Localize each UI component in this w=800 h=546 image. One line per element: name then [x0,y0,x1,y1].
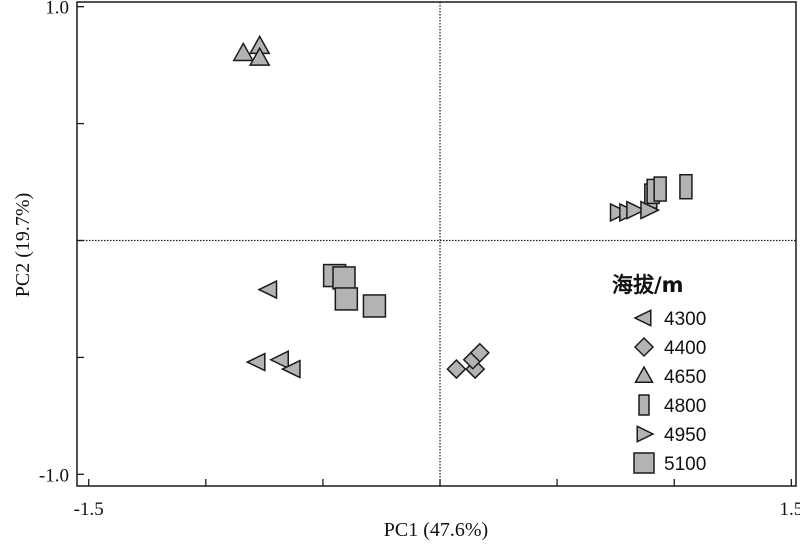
legend-marker-4800 [638,394,650,416]
x-axis-title: PC1 (47.6%) [384,519,488,541]
point-4800 [679,173,693,200]
point-4300 [280,359,301,379]
point-4650 [232,41,255,62]
y-axis-title: PC2 (19.7%) [12,193,34,297]
point-4950 [640,200,661,220]
point-5100 [334,287,359,311]
point-5100 [362,294,387,318]
legend-marker-5100 [633,452,655,474]
legend-label-5100: 5100 [664,454,706,475]
legend-label-4950: 4950 [664,425,706,446]
y-tick-label: 1.0 [45,0,69,19]
plot-frame [76,1,797,487]
legend-marker-4950 [636,425,655,443]
legend-items: 4300 4400 4650 4800 4950 5100 [633,309,706,475]
point-4400 [469,342,490,363]
legend-marker-4400 [633,336,655,358]
point-4800 [653,176,667,202]
legend-label-4800: 4800 [664,396,706,417]
legend-marker-4300 [633,309,652,327]
legend-label-4400: 4400 [664,338,706,359]
legend-title: 海拔/m [612,273,684,297]
point-5100 [332,266,356,290]
y-tick-label: -1.0 [39,465,69,486]
point-4650 [248,46,271,66]
point-4300 [245,352,266,372]
point-4300 [269,350,290,370]
data-points [232,34,693,380]
x-tick-label: 1.5 [779,499,800,520]
legend-marker-4650 [634,365,654,384]
point-4950 [626,200,647,220]
axis-ticks: -1.5 1.5 -1.0 1.0 [39,0,800,520]
point-4400 [446,359,467,380]
legend: 海拔/m 4300 4400 4650 4800 4950 5100 [612,273,706,475]
point-4300 [257,279,278,300]
legend-label-4650: 4650 [664,367,706,388]
legend-label-4300: 4300 [664,309,706,330]
x-tick-label: -1.5 [74,499,104,520]
reference-lines [77,2,796,486]
